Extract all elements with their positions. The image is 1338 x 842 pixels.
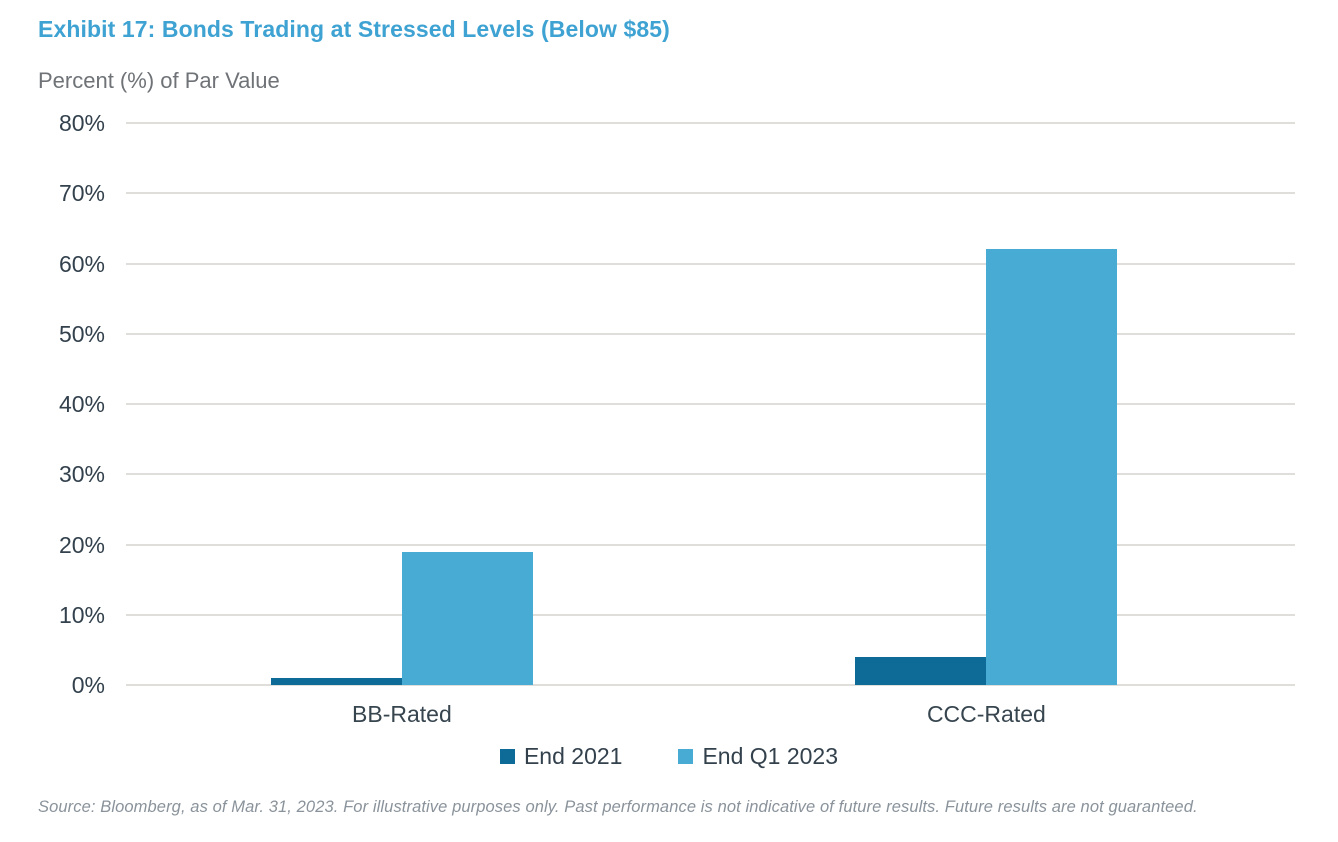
legend-swatch-icon — [499, 749, 515, 764]
legend-label: End 2021 — [523, 743, 623, 769]
gridline-10 — [126, 613, 1295, 616]
chart-title: Exhibit 17: Bonds Trading at Stressed Le… — [38, 16, 670, 42]
bar-ccc-rated-end-q1-2023 — [986, 249, 1118, 685]
y-axis-units-label: Percent (%) of Par Value — [38, 68, 280, 93]
bar-bb-rated-end-q1-2023 — [401, 551, 533, 685]
legend-item-end-2021: End 2021 — [499, 743, 623, 770]
gridline-30 — [126, 473, 1295, 476]
y-axis-tick-labels: 0% 10% 20% 30% 40% 50% 60% 70% 80% — [0, 110, 105, 698]
y-tick-label-80: 80% — [58, 110, 105, 136]
legend-label: End Q1 2023 — [702, 743, 839, 769]
y-tick-label-70: 70% — [58, 180, 105, 207]
y-tick-label-40: 40% — [58, 391, 105, 417]
legend-item-end-q1-2023: End Q1 2023 — [678, 743, 838, 770]
gridline-0 — [126, 684, 1295, 686]
gridline-40 — [126, 403, 1295, 405]
x-axis-category-labels: BB-Rated CCC-Rated — [126, 701, 1295, 731]
y-tick-label-30: 30% — [58, 461, 105, 488]
gridline-60 — [126, 262, 1295, 265]
source-note: Source: Bloomberg, as of Mar. 31, 2023. … — [38, 798, 1198, 816]
gridline-50 — [126, 332, 1295, 335]
gridline-80 — [126, 122, 1295, 124]
bar-ccc-rated-end-2021 — [855, 656, 987, 685]
y-tick-label-50: 50% — [58, 320, 105, 347]
y-tick-label-20: 20% — [58, 531, 105, 558]
y-tick-label-60: 60% — [58, 250, 105, 277]
y-tick-label-10: 10% — [58, 601, 105, 628]
category-label-ccc-rated: CCC-Rated — [926, 701, 1046, 727]
gridline-70 — [126, 192, 1295, 195]
bar-bb-rated-end-2021 — [270, 677, 402, 685]
gridline-20 — [126, 543, 1295, 546]
legend: End 2021 End Q1 2023 — [0, 743, 1338, 770]
category-label-bb-rated: BB-Rated — [352, 701, 452, 727]
y-tick-label-0: 0% — [71, 672, 105, 698]
legend-swatch-icon — [678, 749, 694, 764]
plot-area — [126, 122, 1295, 686]
